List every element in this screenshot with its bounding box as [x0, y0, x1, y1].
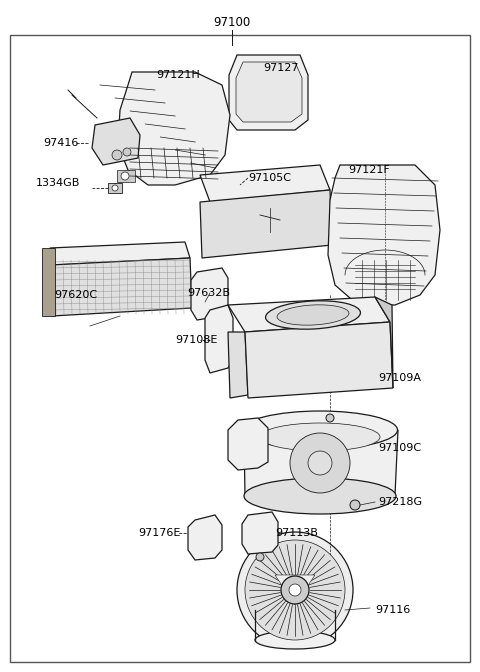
Circle shape: [289, 584, 301, 596]
Circle shape: [350, 500, 360, 510]
Text: 97116: 97116: [375, 605, 410, 615]
Bar: [108, 183, 122, 193]
Polygon shape: [118, 72, 230, 185]
Polygon shape: [50, 242, 190, 265]
Polygon shape: [244, 430, 398, 498]
Text: 97100: 97100: [214, 15, 251, 28]
Circle shape: [290, 433, 350, 493]
Circle shape: [121, 172, 129, 180]
Circle shape: [308, 451, 332, 475]
Text: 97109C: 97109C: [378, 443, 421, 453]
Text: 97121F: 97121F: [348, 165, 390, 175]
Polygon shape: [200, 190, 332, 258]
Polygon shape: [191, 268, 228, 320]
Polygon shape: [205, 305, 233, 373]
Polygon shape: [228, 297, 390, 332]
Text: 97416: 97416: [43, 138, 78, 148]
Polygon shape: [50, 258, 192, 316]
Text: 97121H: 97121H: [156, 70, 200, 80]
Polygon shape: [229, 55, 308, 130]
Polygon shape: [275, 575, 315, 605]
Polygon shape: [228, 418, 268, 470]
Circle shape: [237, 532, 353, 648]
Circle shape: [281, 576, 309, 604]
Bar: [117, 170, 135, 182]
Text: 97109A: 97109A: [378, 373, 421, 383]
Ellipse shape: [242, 411, 397, 449]
Text: 97176E: 97176E: [138, 528, 180, 538]
Bar: [42, 248, 55, 316]
Ellipse shape: [255, 631, 335, 649]
Circle shape: [245, 540, 345, 640]
Text: 97620C: 97620C: [54, 290, 97, 300]
Circle shape: [326, 414, 334, 422]
Circle shape: [123, 148, 131, 156]
Text: 97105C: 97105C: [248, 173, 291, 183]
Polygon shape: [200, 165, 330, 202]
Ellipse shape: [260, 423, 380, 451]
Polygon shape: [188, 515, 222, 560]
Text: 97127: 97127: [263, 63, 299, 73]
Text: 97113B: 97113B: [275, 528, 318, 538]
Polygon shape: [245, 322, 393, 398]
Circle shape: [112, 185, 118, 191]
Circle shape: [256, 553, 264, 561]
Text: 1334GB: 1334GB: [36, 178, 80, 188]
Polygon shape: [242, 512, 278, 554]
Polygon shape: [228, 332, 248, 398]
Polygon shape: [236, 62, 302, 122]
Text: 97218G: 97218G: [378, 497, 422, 507]
Text: 97632B: 97632B: [187, 288, 230, 298]
Ellipse shape: [265, 301, 360, 329]
Ellipse shape: [244, 478, 396, 514]
Polygon shape: [375, 297, 393, 388]
Circle shape: [112, 150, 122, 160]
Polygon shape: [92, 118, 140, 165]
Polygon shape: [328, 165, 440, 305]
Text: 97108E: 97108E: [175, 335, 217, 345]
Ellipse shape: [277, 305, 349, 325]
